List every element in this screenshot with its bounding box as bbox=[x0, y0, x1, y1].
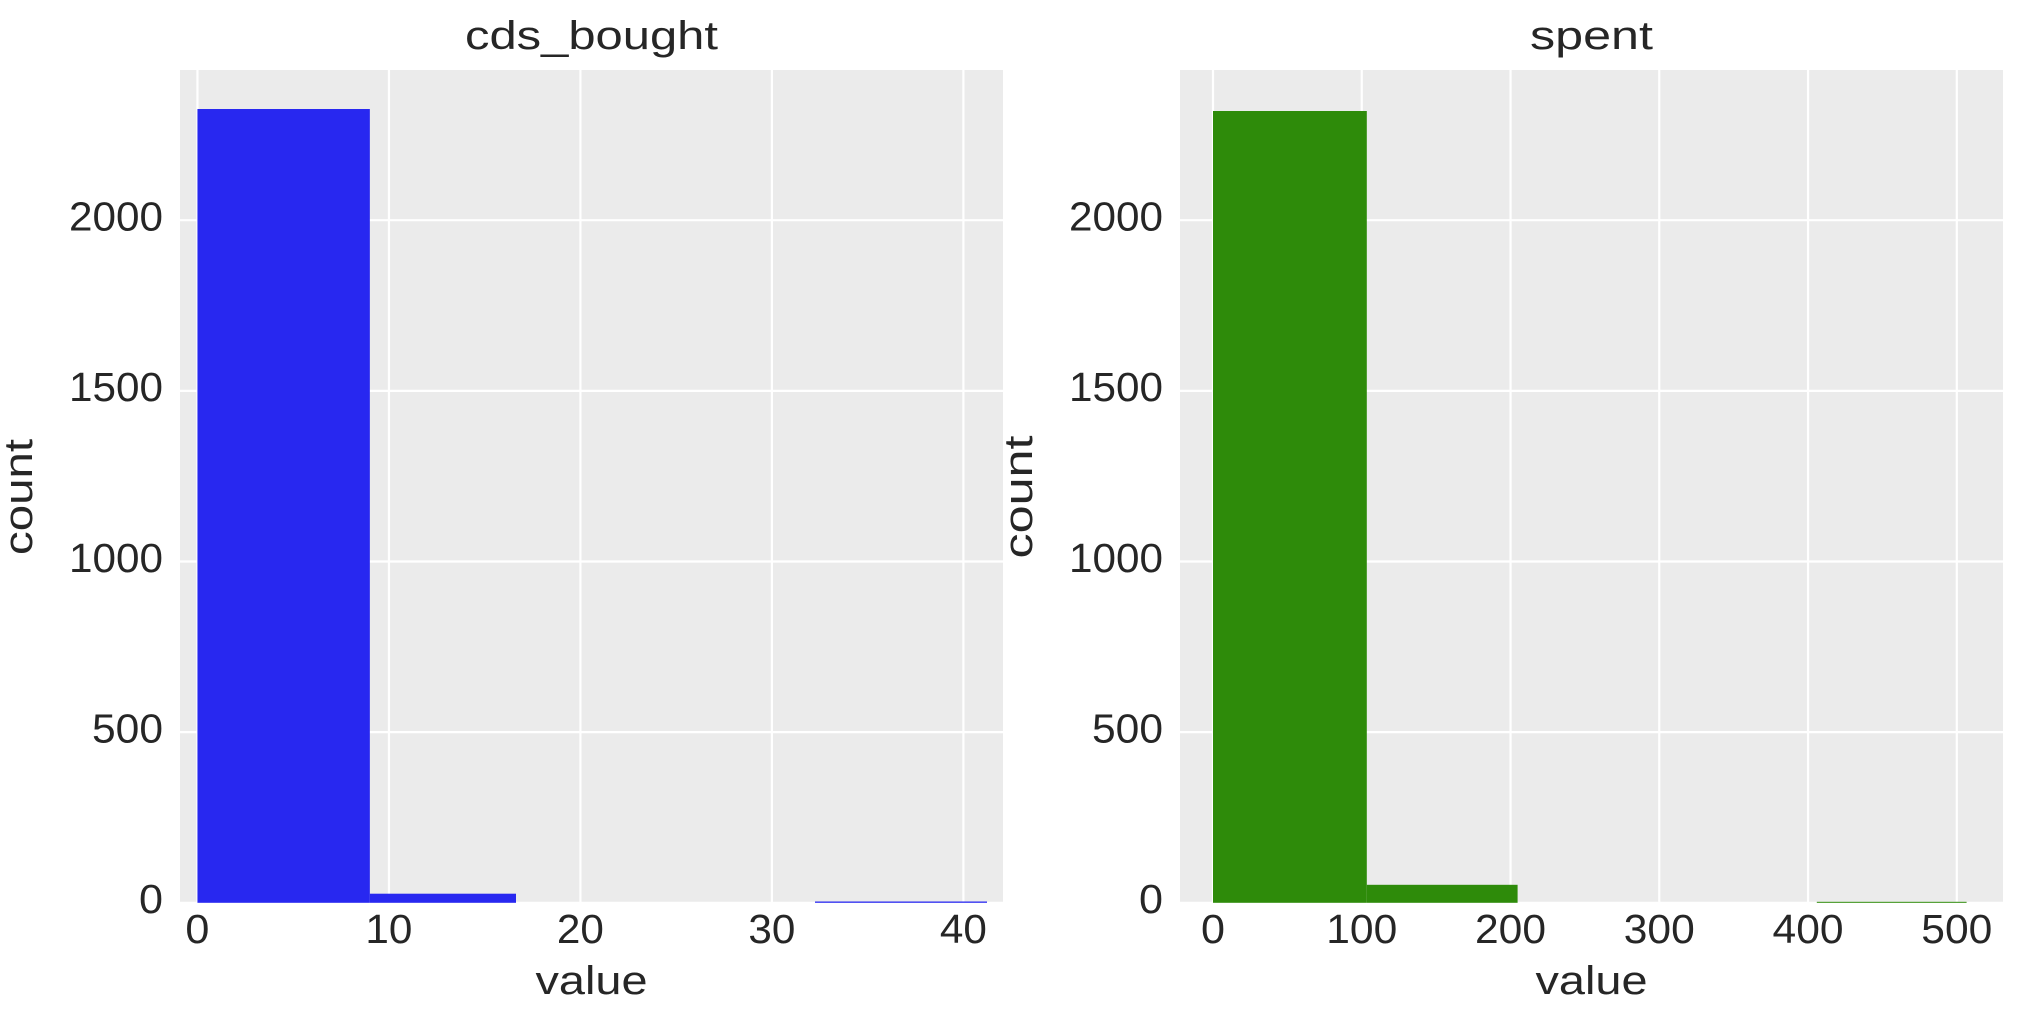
svg-text:2000: 2000 bbox=[1069, 194, 1163, 240]
svg-text:20: 20 bbox=[557, 906, 604, 952]
svg-text:100: 100 bbox=[1326, 906, 1397, 952]
svg-text:200: 200 bbox=[1475, 906, 1546, 952]
svg-text:1000: 1000 bbox=[1069, 535, 1163, 581]
svg-text:count: count bbox=[997, 436, 1041, 559]
svg-text:500: 500 bbox=[92, 706, 163, 752]
svg-text:40: 40 bbox=[940, 906, 987, 952]
svg-text:0: 0 bbox=[1201, 906, 1225, 952]
svg-text:count: count bbox=[0, 439, 41, 555]
svg-text:500: 500 bbox=[1092, 706, 1163, 752]
svg-text:400: 400 bbox=[1773, 906, 1844, 952]
svg-text:500: 500 bbox=[1921, 906, 1992, 952]
svg-text:1500: 1500 bbox=[69, 364, 163, 410]
svg-text:0: 0 bbox=[185, 906, 209, 952]
svg-text:value: value bbox=[1536, 959, 1648, 1003]
svg-text:cds_bought: cds_bought bbox=[465, 14, 718, 58]
svg-text:0: 0 bbox=[139, 876, 163, 922]
svg-text:10: 10 bbox=[365, 906, 412, 952]
svg-text:0: 0 bbox=[1139, 876, 1163, 922]
svg-text:spent: spent bbox=[1530, 14, 1653, 58]
svg-text:1500: 1500 bbox=[1069, 364, 1163, 410]
svg-text:300: 300 bbox=[1624, 906, 1695, 952]
svg-text:2000: 2000 bbox=[69, 194, 163, 240]
svg-text:1000: 1000 bbox=[69, 535, 163, 581]
svg-text:30: 30 bbox=[748, 906, 795, 952]
svg-text:value: value bbox=[536, 959, 648, 1003]
